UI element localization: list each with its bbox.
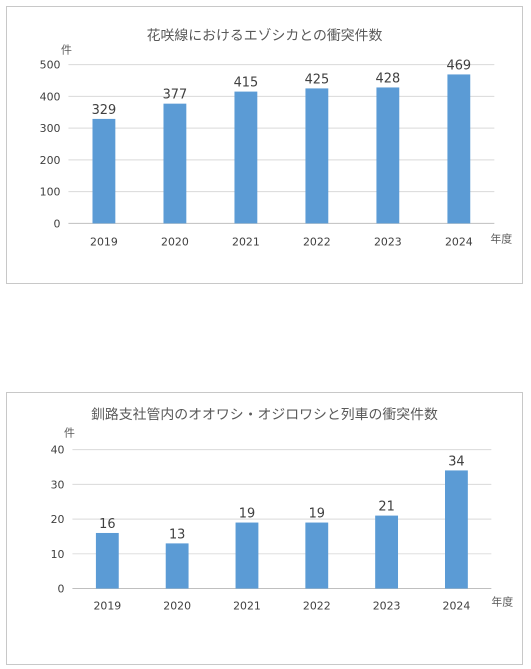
data-label: 13 bbox=[169, 527, 185, 542]
y-tick-label: 0 bbox=[58, 583, 65, 596]
eagle-collision-chart: 釧路支社管内のオオワシ・オジロワシと列車の衝突件数件 0 10 20 30 40 16 201… bbox=[6, 392, 523, 665]
data-label: 34 bbox=[448, 454, 464, 469]
x-tick-label: 2023 bbox=[374, 235, 402, 248]
bar bbox=[305, 522, 329, 589]
y-axis-unit-label: 件 bbox=[64, 427, 75, 440]
deer-collision-chart: 花咲線におけるエゾシカとの衝突件数件 0 100 200 300 400 500 329 201… bbox=[6, 6, 523, 284]
y-tick-label: 20 bbox=[51, 513, 65, 526]
y-tick-label: 40 bbox=[51, 444, 65, 457]
bar bbox=[234, 91, 258, 224]
data-label: 19 bbox=[309, 507, 325, 522]
bar bbox=[447, 74, 471, 224]
y-tick-label: 300 bbox=[40, 122, 61, 135]
data-label: 377 bbox=[163, 88, 188, 103]
bar bbox=[235, 522, 259, 589]
x-axis-label: 年度 bbox=[490, 231, 512, 245]
y-tick-label: 30 bbox=[51, 478, 65, 491]
chart-title: 花咲線におけるエゾシカとの衝突件数 bbox=[147, 28, 383, 44]
x-tick-label: 2019 bbox=[93, 599, 121, 612]
x-tick-label: 2022 bbox=[303, 599, 331, 612]
bar bbox=[445, 470, 468, 589]
data-label: 415 bbox=[234, 76, 259, 91]
x-tick-label: 2021 bbox=[233, 599, 261, 612]
x-tick-label: 2024 bbox=[443, 599, 471, 612]
data-label: 16 bbox=[99, 517, 115, 532]
y-axis-unit-label: 件 bbox=[61, 44, 72, 57]
data-label: 19 bbox=[239, 507, 255, 522]
x-tick-label: 2024 bbox=[445, 235, 473, 248]
chart-title: 釧路支社管内のオオワシ・オジロワシと列車の衝突件数 bbox=[91, 406, 438, 423]
data-label: 428 bbox=[376, 71, 401, 86]
x-axis-label: 年度 bbox=[491, 594, 513, 608]
y-tick-label: 500 bbox=[40, 59, 61, 72]
bar bbox=[375, 515, 399, 589]
y-tick-label: 10 bbox=[51, 548, 65, 561]
bar bbox=[376, 87, 400, 224]
data-label: 425 bbox=[305, 72, 330, 87]
data-label: 21 bbox=[378, 500, 394, 515]
bar bbox=[95, 532, 119, 589]
x-tick-label: 2022 bbox=[303, 235, 331, 248]
bar bbox=[305, 88, 329, 224]
y-tick-label: 0 bbox=[54, 217, 61, 230]
bar bbox=[165, 543, 189, 589]
x-tick-label: 2020 bbox=[163, 599, 191, 612]
bar bbox=[163, 103, 187, 224]
x-tick-label: 2019 bbox=[90, 235, 118, 248]
bar bbox=[92, 118, 116, 224]
x-tick-label: 2020 bbox=[161, 235, 189, 248]
y-tick-label: 400 bbox=[40, 90, 61, 103]
data-label: 329 bbox=[92, 103, 117, 118]
x-tick-label: 2023 bbox=[373, 599, 401, 612]
data-label: 469 bbox=[447, 58, 472, 73]
y-tick-label: 200 bbox=[40, 154, 61, 167]
x-tick-label: 2021 bbox=[232, 235, 260, 248]
y-tick-label: 100 bbox=[40, 186, 61, 199]
